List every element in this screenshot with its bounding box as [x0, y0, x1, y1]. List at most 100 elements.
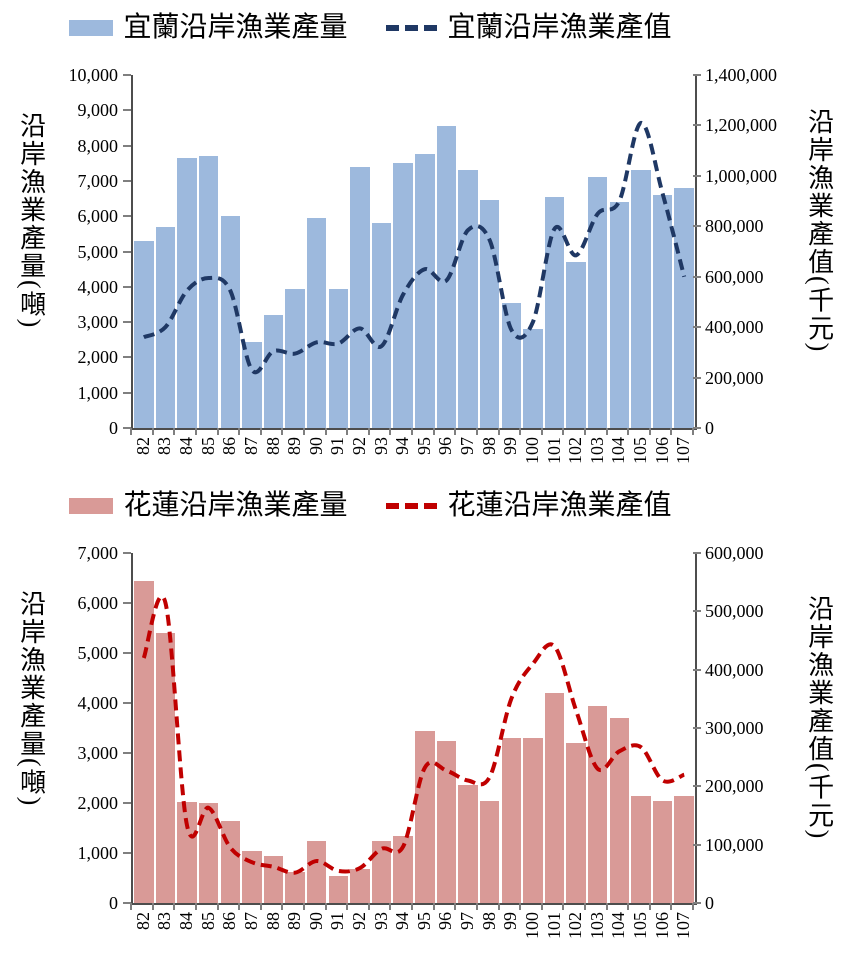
bar-92	[350, 166, 370, 428]
x-axis-label-86: 86	[219, 912, 240, 930]
left-axis-tick	[123, 802, 131, 804]
x-axis-tick	[238, 903, 241, 910]
left-axis-tick	[123, 285, 131, 288]
bar-93	[371, 223, 392, 428]
x-axis-label-99: 99	[500, 912, 521, 930]
x-axis-label-104: 104	[608, 437, 629, 464]
x-axis-tick	[367, 428, 370, 435]
bar-95	[415, 154, 435, 428]
legend-item-value: 宜蘭沿岸漁業產值	[385, 12, 672, 44]
right-axis-tick-label: 800,000	[705, 216, 764, 237]
bar-106	[652, 800, 673, 903]
x-axis-tick	[194, 903, 197, 910]
x-axis-tick	[389, 903, 392, 910]
x-axis-label-85: 85	[197, 437, 218, 455]
right-axis-tick-label: 1,200,000	[705, 115, 777, 136]
bar-104	[609, 718, 630, 903]
x-axis-label-103: 103	[586, 437, 607, 464]
bar-89	[285, 288, 305, 428]
bar-93	[371, 841, 392, 903]
x-axis-tick	[432, 903, 435, 910]
x-axis-label-92: 92	[349, 912, 369, 930]
left-axis-tick	[123, 321, 131, 324]
x-axis-label-96: 96	[435, 437, 456, 455]
right-axis-tick	[693, 174, 701, 177]
left-axis-tick-label: 3,000	[77, 312, 119, 333]
right-axis-tick-label: 200,000	[705, 776, 764, 797]
x-axis-label-95: 95	[413, 437, 434, 455]
right-axis-tick	[693, 326, 701, 329]
left-axis-tick-label: 3,000	[77, 743, 119, 763]
right-axis-title: 沿岸漁業產值(千元)	[804, 595, 834, 841]
bar-97	[458, 170, 478, 428]
x-axis-label-105: 105	[630, 437, 650, 464]
bar-84	[177, 158, 197, 428]
right-axis-tick-label: 400,000	[705, 317, 764, 338]
x-axis-label-97: 97	[457, 912, 477, 930]
bar-84	[177, 801, 197, 903]
x-axis-tick	[519, 903, 522, 910]
left-axis-tick	[123, 902, 131, 904]
x-axis-tick	[130, 903, 132, 910]
left-axis-tick-label: 1,000	[77, 382, 119, 403]
x-axis-label-101: 101	[543, 912, 564, 939]
x-axis-tick	[367, 903, 370, 910]
x-axis-tick	[411, 903, 413, 910]
x-axis-tick	[389, 428, 392, 435]
bar-101	[544, 196, 565, 428]
bar-107	[674, 795, 694, 903]
x-axis-label-87: 87	[240, 912, 261, 930]
left-axis-tick-label: 5,000	[77, 241, 119, 262]
right-axis-tick	[693, 610, 701, 613]
x-axis-tick	[302, 428, 305, 435]
x-axis-label-91: 91	[327, 912, 348, 930]
left-axis-tick	[123, 391, 131, 394]
x-axis-label-88: 88	[262, 437, 283, 455]
x-axis-tick	[173, 428, 176, 435]
left-axis-tick	[123, 602, 131, 604]
right-axis-tick-label: 400,000	[705, 659, 764, 680]
left-axis-tick-label: 6,000	[77, 593, 119, 613]
x-axis-label-84: 84	[176, 437, 196, 455]
bar-103	[587, 177, 608, 428]
x-axis-tick	[259, 428, 262, 435]
bar-95	[415, 730, 435, 903]
x-axis-label-90: 90	[305, 912, 326, 930]
right-axis-tick-label: 500,000	[705, 601, 764, 622]
x-axis-label-100: 100	[521, 437, 542, 464]
x-axis-tick	[670, 428, 673, 435]
hualien-coastal-fishery-chart: 花蓮沿岸漁業產量 花蓮沿岸漁業產值 沿岸漁業產量(噸) 沿岸漁業產值(千元) 7…	[0, 480, 851, 968]
left-axis-tick-label: 2,000	[77, 793, 119, 813]
x-axis-label-107: 107	[673, 437, 694, 464]
left-axis-tick-label: 7,000	[77, 543, 119, 563]
bar-101	[544, 693, 565, 903]
bar-83	[155, 226, 176, 428]
left-axis-tick-label: 7,000	[77, 170, 119, 191]
x-axis-label-83: 83	[154, 912, 175, 930]
left-axis-title: 沿岸漁業產量(噸)	[16, 112, 46, 330]
x-axis-tick	[648, 903, 651, 910]
bar-98	[479, 200, 500, 428]
x-axis-tick	[540, 428, 543, 435]
x-axis-tick	[562, 428, 565, 435]
bar-82	[134, 240, 154, 428]
plot-area	[131, 553, 697, 905]
x-axis-label-88: 88	[262, 912, 283, 930]
x-axis-label-95: 95	[413, 912, 434, 930]
x-axis-tick	[324, 903, 327, 910]
x-axis-label-82: 82	[132, 912, 153, 930]
x-axis-label-99: 99	[500, 437, 521, 455]
bar-83	[155, 633, 176, 903]
right-axis-tick-label: 1,400,000	[705, 65, 777, 85]
bar-94	[393, 163, 413, 428]
x-axis-tick	[173, 903, 176, 910]
yilan-coastal-fishery-chart: 宜蘭沿岸漁業產量 宜蘭沿岸漁業產值 沿岸漁業產量(噸) 沿岸漁業產值(千元) 1…	[0, 0, 851, 480]
dashed-line-swatch	[385, 503, 438, 510]
right-axis-tick	[693, 74, 701, 76]
right-axis-tick	[693, 902, 701, 904]
x-axis-tick	[475, 428, 478, 435]
x-axis-tick	[259, 903, 262, 910]
x-axis-label-89: 89	[284, 912, 305, 930]
x-axis-tick	[497, 903, 500, 910]
x-axis-label-82: 82	[132, 437, 153, 455]
